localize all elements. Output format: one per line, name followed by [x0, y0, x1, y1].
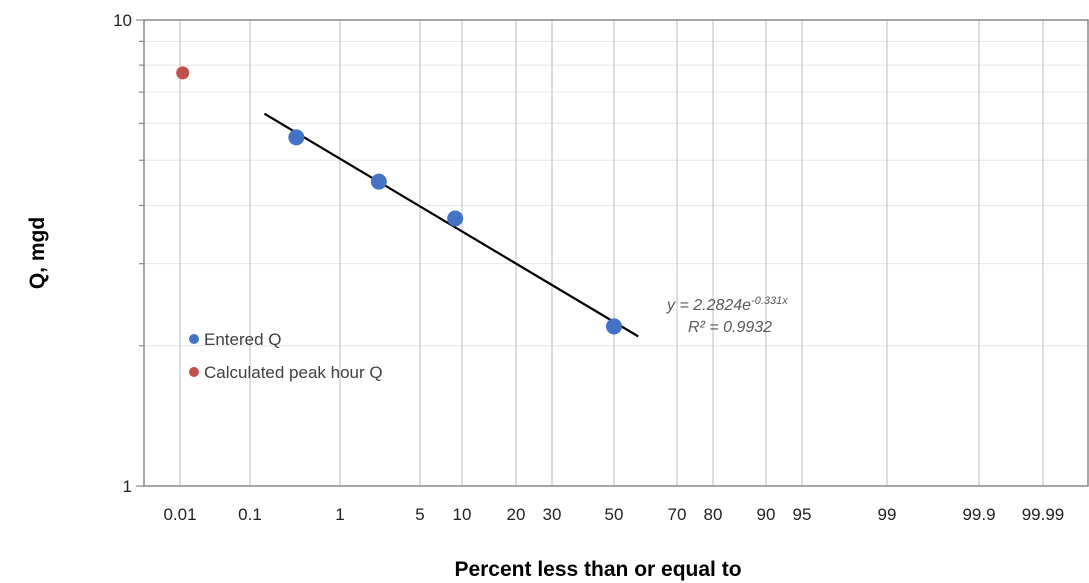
x-tick-label: 99.9	[962, 505, 995, 524]
legend-label-calculated-peak-hour-q: Calculated peak hour Q	[204, 363, 383, 382]
data-point	[370, 173, 387, 190]
x-tick-label: 99.99	[1022, 505, 1065, 524]
x-tick-label: 1	[335, 505, 344, 524]
x-tick-label: 70	[668, 505, 687, 524]
data-point	[606, 318, 622, 335]
data-points	[176, 66, 622, 335]
trendline-equation-base: y = 2.2824e	[666, 297, 751, 314]
x-tick-label: 0.1	[238, 505, 262, 524]
trendline-equation-exponent: -0.331x	[751, 295, 788, 307]
x-tick-label: 95	[793, 505, 812, 524]
x-tick-label: 20	[507, 505, 526, 524]
plot-area-border	[143, 19, 1089, 487]
y-tick-label: 1	[123, 477, 132, 496]
x-axis-title: Percent less than or equal to	[454, 558, 741, 581]
legend: Entered Q Calculated peak hour Q	[189, 330, 383, 382]
grid-lines	[144, 20, 1088, 486]
trendline-equation: y = 2.2824e-0.331x	[666, 295, 788, 314]
data-point	[447, 210, 464, 227]
x-tick-label: 30	[543, 505, 562, 524]
y-tick-label: 10	[113, 11, 132, 30]
x-tick-label: 99	[878, 505, 897, 524]
x-tick-label: 90	[757, 505, 776, 524]
data-point	[288, 129, 305, 146]
x-axis-tick-labels: 0.01 0.1 1 5 10 20 30 50 70 80 90 95 99 99.9 99.99	[163, 505, 1064, 524]
x-tick-label: 0.01	[163, 505, 196, 524]
data-point	[176, 66, 190, 80]
y-axis-title: Q, mgd	[26, 217, 49, 289]
trendline-r-squared: R² = 0.9932	[688, 319, 772, 336]
x-tick-label: 10	[453, 505, 472, 524]
legend-marker-calculated-peak-hour-q	[189, 367, 199, 377]
legend-label-entered-q: Entered Q	[204, 330, 282, 349]
x-tick-label: 5	[415, 505, 424, 524]
legend-marker-entered-q	[189, 334, 199, 344]
x-tick-label: 50	[605, 505, 624, 524]
x-tick-label: 80	[704, 505, 723, 524]
y-axis-ticks: 10 1	[113, 11, 144, 496]
